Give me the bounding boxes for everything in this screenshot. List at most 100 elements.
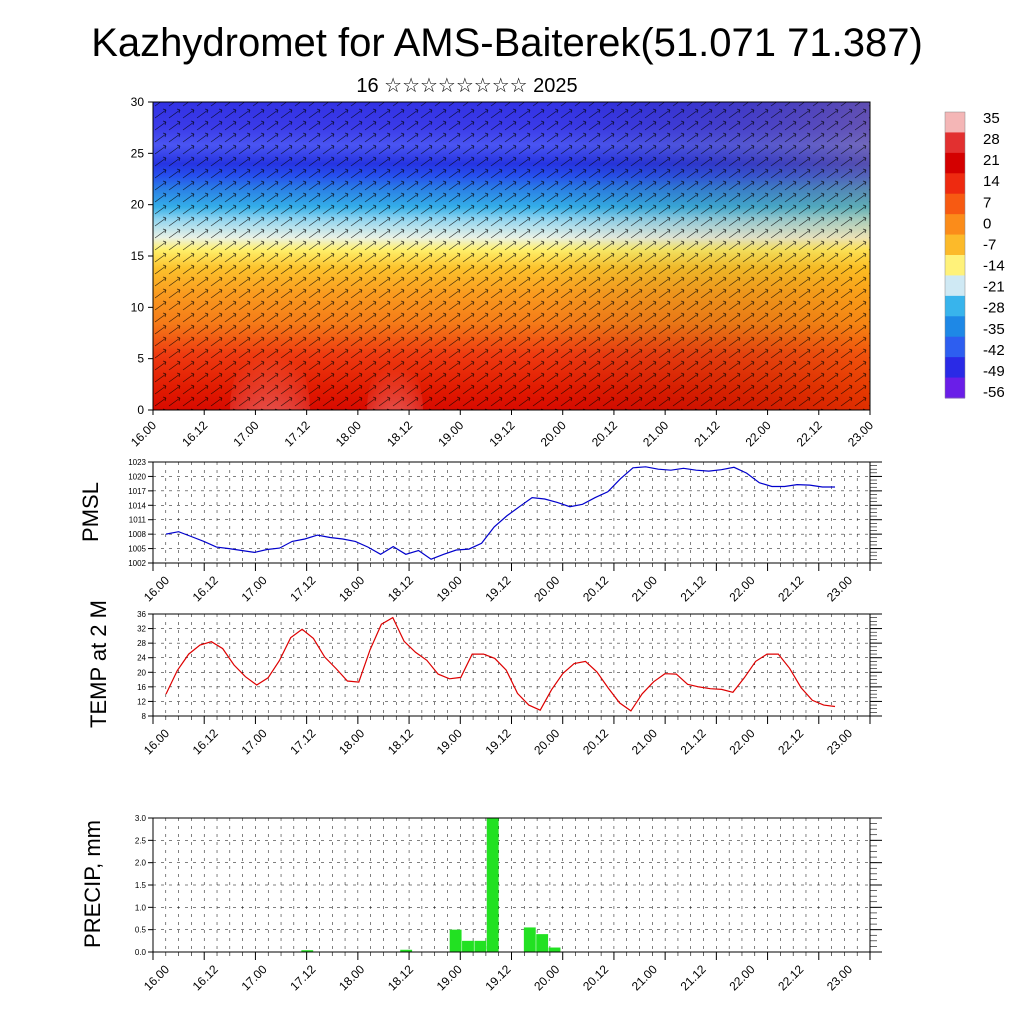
- cs-y-tick-label: 0: [137, 403, 144, 417]
- chart-subtitle: 16 ☆☆☆☆☆☆☆☆ 2025: [356, 75, 577, 97]
- temp-x-axis: 16.00 16.12 17.00 17.12 18.00 18.12 19.00 19.12…: [141, 716, 871, 757]
- y-tick-label: 1.0: [135, 903, 147, 912]
- x-tick-label: 22.00: [726, 573, 757, 604]
- y-tick-label: 36: [137, 610, 146, 619]
- x-tick-label: 19.12: [482, 962, 513, 993]
- x-tick-label: 17.12: [287, 573, 318, 604]
- x-tick-label: 16.00: [141, 962, 172, 993]
- y-tick-label: 1008: [128, 530, 146, 539]
- colorbar-swatch: [945, 173, 965, 195]
- precip-grid: [152, 817, 871, 953]
- precip-bar: [523, 927, 536, 952]
- y-tick-label: 0.0: [135, 948, 147, 957]
- temp-y-label: TEMP at 2 M: [86, 600, 111, 728]
- y-tick-label: 0.5: [135, 926, 147, 935]
- cs-x-tick-label: 22.12: [794, 418, 825, 449]
- colorbar-swatch: [945, 275, 965, 297]
- precip-y-axis: 0.0 0.5 1.0 1.5 2.0 2.5 3.0: [135, 814, 882, 957]
- cross-section-x-axis: 16.00 16.12 17.00 17.12 18.00 18.12 19.00 19.12…: [128, 410, 876, 449]
- x-tick-label: 19.00: [434, 726, 465, 757]
- colorbar-swatch: [945, 336, 965, 358]
- series-line: [165, 616, 836, 712]
- colorbar-swatch: [945, 357, 965, 379]
- cs-x-tick-label: 19.12: [486, 418, 517, 449]
- colorbar-swatch: [945, 377, 965, 399]
- cs-x-tick-label: 20.00: [538, 418, 569, 449]
- temp-grid: [152, 613, 871, 717]
- wind-barbs-overlay: [153, 102, 870, 410]
- temp-y-axis: 8 12 16 20 24 28 32 36: [137, 610, 882, 721]
- x-tick-label: 21.00: [629, 726, 660, 757]
- y-tick-label: 1.5: [135, 881, 147, 890]
- x-tick-label: 21.00: [629, 962, 660, 993]
- y-tick-label: 12: [137, 697, 146, 706]
- cs-x-tick-label: 21.00: [640, 418, 671, 449]
- colorbar-swatch: [945, 295, 965, 317]
- y-tick-label: 2.0: [135, 859, 147, 868]
- x-tick-label: 17.12: [287, 726, 318, 757]
- x-tick-label: 19.12: [482, 726, 513, 757]
- precip-x-axis: 16.00 16.12 17.00 17.12 18.00 18.12 19.00 19.12…: [141, 952, 871, 993]
- colorbar-label: -35: [983, 321, 1005, 338]
- cs-y-tick-label: 20: [131, 198, 145, 212]
- x-tick-label: 18.12: [385, 962, 416, 993]
- x-tick-label: 22.12: [775, 573, 806, 604]
- x-tick-label: 21.12: [678, 573, 709, 604]
- x-tick-label: 16.00: [141, 726, 172, 757]
- colorbar-swatch: [945, 132, 965, 154]
- cs-x-tick-label: 22.00: [743, 418, 774, 449]
- x-tick-label: 18.12: [385, 726, 416, 757]
- cs-x-tick-label: 21.12: [691, 418, 722, 449]
- cross-section-panel: 0 5 10 15 20 25 30 16.00 16.12 17.00 17.12 18.00 18…: [128, 95, 876, 449]
- y-tick-label: 8: [142, 712, 147, 721]
- y-tick-label: 28: [137, 639, 146, 648]
- cs-x-tick-label: 16.12: [179, 418, 210, 449]
- x-tick-label: 21.12: [678, 726, 709, 757]
- y-tick-label: 1023: [128, 458, 146, 467]
- pmsl-series: [165, 466, 836, 560]
- colorbar-label: 21: [983, 152, 1000, 169]
- pmsl-x-axis: 16.00 16.12 17.00 17.12 18.00 18.12 19.00 19.12…: [141, 563, 871, 604]
- x-tick-label: 20.00: [531, 573, 562, 604]
- y-tick-label: 32: [137, 625, 146, 634]
- colorbar-label: 28: [983, 131, 1000, 148]
- chart-title: Kazhydromet for AMS-Baiterek(51.071 71.3…: [91, 21, 923, 65]
- cs-x-tick-label: 20.12: [589, 418, 620, 449]
- x-tick-label: 20.00: [531, 962, 562, 993]
- colorbar-label: 35: [983, 110, 1000, 127]
- x-tick-label: 16.12: [190, 573, 221, 604]
- x-tick-label: 16.12: [190, 962, 221, 993]
- x-tick-label: 22.00: [726, 962, 757, 993]
- y-tick-label: 1020: [128, 472, 146, 481]
- colorbar-label: -56: [983, 384, 1005, 401]
- precip-bar: [548, 947, 561, 952]
- colorbar-label: 0: [983, 215, 991, 232]
- pmsl-grid: [152, 461, 871, 564]
- y-tick-label: 3.0: [135, 814, 147, 823]
- x-tick-label: 21.00: [629, 573, 660, 604]
- x-tick-label: 17.12: [287, 962, 318, 993]
- precip-bar: [400, 949, 413, 952]
- x-tick-label: 20.00: [531, 726, 562, 757]
- precip-panel: 0.0 0.5 1.0 1.5 2.0 2.5 3.0 16.00 16.12 17.00 17.…: [80, 814, 882, 993]
- x-tick-label: 23.00: [824, 573, 855, 604]
- temp-series: [165, 616, 836, 712]
- x-tick-label: 23.00: [824, 726, 855, 757]
- y-tick-label: 1011: [129, 516, 147, 525]
- x-tick-label: 18.00: [336, 573, 367, 604]
- colorbar-label: -42: [983, 342, 1005, 359]
- x-tick-label: 19.00: [434, 573, 465, 604]
- x-tick-label: 16.12: [190, 726, 221, 757]
- x-tick-label: 21.12: [678, 962, 709, 993]
- pmsl-y-label: PMSL: [78, 482, 103, 542]
- x-tick-label: 17.00: [239, 962, 270, 993]
- colorbar-label: -21: [983, 279, 1005, 296]
- x-tick-label: 18.12: [385, 573, 416, 604]
- colorbar-frame: [944, 111, 966, 399]
- x-tick-label: 20.12: [580, 573, 611, 604]
- x-tick-label: 23.00: [824, 962, 855, 993]
- colorbar: 35 28 21 14 7 0 -7 -14 -21 -28 -35 -42 -49 -56: [944, 110, 1005, 401]
- colorbar-swatch: [945, 316, 965, 338]
- colorbar-swatch: [945, 234, 965, 256]
